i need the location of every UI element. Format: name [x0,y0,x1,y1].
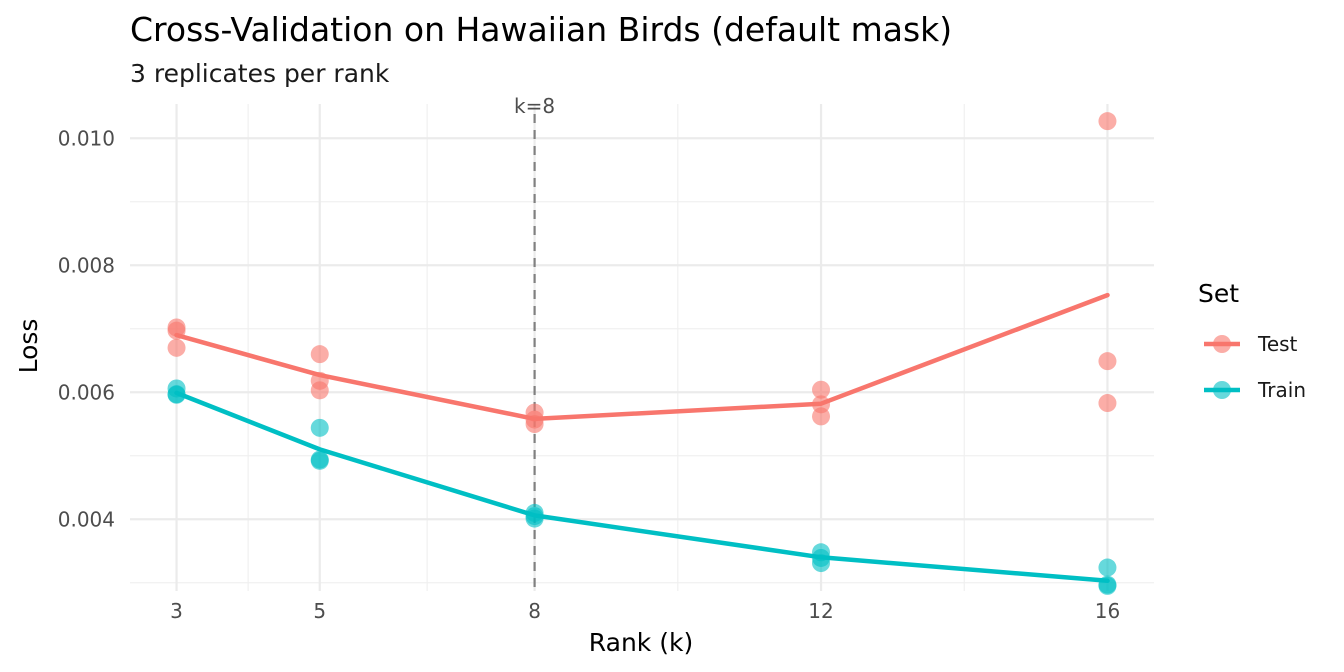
annotation: k=8 [514,94,555,591]
data-point-test [310,381,329,400]
replicate-points [167,112,1117,595]
data-point-train [1098,576,1117,595]
data-point-test [1098,352,1117,371]
data-point-test [1098,394,1117,413]
data-point-test [812,380,831,399]
data-point-test [310,345,329,364]
legend-label-test: Test [1257,332,1298,356]
legend-key-point-test [1213,335,1231,353]
grid [130,104,1154,591]
data-point-train [525,509,544,528]
annotation-label: k=8 [514,94,555,118]
data-point-train [812,554,831,573]
data-point-train [167,385,186,404]
x-tick-label: 12 [808,599,833,623]
legend-key-point-train [1213,381,1231,399]
x-axis-title: Rank (k) [589,628,693,657]
data-point-test [167,338,186,357]
y-tick-label: 0.010 [58,126,115,150]
x-tick-label: 16 [1095,599,1120,623]
x-tick-label: 3 [170,599,183,623]
data-point-test [167,321,186,340]
data-point-train [310,418,329,437]
data-point-train [310,451,329,470]
data-point-train [1098,558,1117,577]
tick-labels: 3 5 8 12 16 0.004 0.006 0.008 0.010 [58,126,1120,623]
x-tick-label: 5 [313,599,326,623]
series-lines [174,292,1110,584]
data-point-test [1098,112,1117,131]
legend: Set Test Train [1198,279,1306,402]
y-tick-label: 0.008 [58,253,115,277]
y-tick-label: 0.004 [58,507,115,531]
chart-subtitle: 3 replicates per rank [130,59,390,88]
legend-label-train: Train [1257,378,1306,402]
data-point-test [525,415,544,434]
x-tick-label: 8 [528,599,541,623]
chart-title: Cross-Validation on Hawaiian Birds (defa… [130,10,952,49]
y-axis-title: Loss [14,319,43,374]
legend-title: Set [1198,279,1239,308]
data-point-test [812,407,831,426]
y-tick-label: 0.006 [58,380,115,404]
